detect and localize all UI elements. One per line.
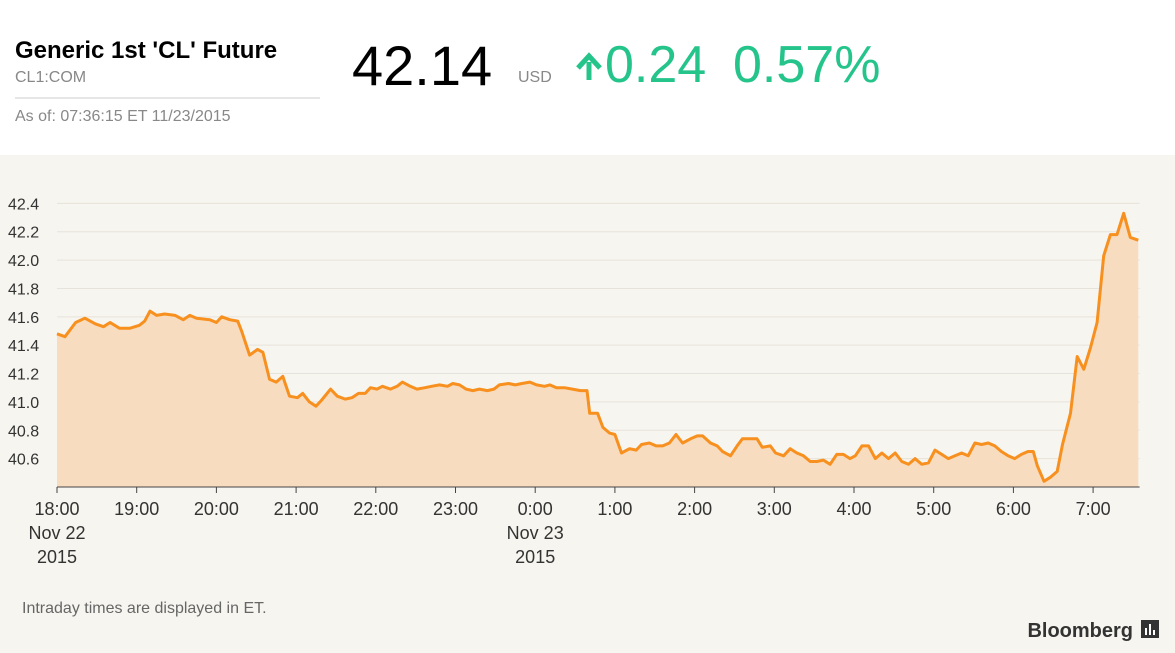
x-tick-label: 21:00 (274, 499, 319, 519)
ticker: CL1:COM (15, 69, 86, 86)
change-percent: 0.57% (733, 36, 880, 94)
y-tick-label: 41.4 (8, 338, 39, 355)
y-tick-label: 41.8 (8, 281, 39, 298)
x-tick-label: 6:00 (996, 499, 1031, 519)
price: 42.14 (352, 34, 492, 97)
note: Intraday times are displayed in ET. (22, 600, 267, 617)
x-tick-label: 19:00 (114, 499, 159, 519)
y-tick-label: 42.4 (8, 196, 39, 213)
x-date-label: 2015 (37, 547, 77, 567)
change: 0.24 (605, 36, 706, 94)
x-tick-label: 0:00 (518, 499, 553, 519)
y-tick-label: 42.0 (8, 253, 39, 270)
y-tick-label: 40.8 (8, 423, 39, 440)
area-fill (57, 213, 1139, 488)
y-tick-label: 41.6 (8, 310, 39, 327)
up-arrow (576, 52, 602, 80)
x-date-label: Nov 22 (28, 523, 85, 543)
x-tick-label: 2:00 (677, 499, 712, 519)
y-tick-label: 40.6 (8, 452, 39, 469)
x-tick-label: 22:00 (353, 499, 398, 519)
x-tick-label: 7:00 (1076, 499, 1111, 519)
x-tick-label: 4:00 (836, 499, 871, 519)
logo-icon (1141, 620, 1159, 638)
x-date-label: Nov 23 (507, 523, 564, 543)
x-tick-label: 1:00 (597, 499, 632, 519)
price-line (56, 211, 1139, 483)
title: Generic 1st 'CL' Future (15, 37, 277, 64)
y-tick-label: 42.2 (8, 225, 39, 242)
y-tick-label: 41.2 (8, 367, 39, 384)
x-tick-label: 3:00 (757, 499, 792, 519)
source: Bloomberg (1027, 620, 1133, 642)
x-tick-label: 20:00 (194, 499, 239, 519)
x-date-label: 2015 (515, 547, 555, 567)
y-tick-label: 41.0 (8, 395, 39, 412)
as-of: As of: 07:36:15 ET 11/23/2015 (15, 108, 231, 125)
x-tick-label: 18:00 (34, 499, 79, 519)
x-tick-label: 5:00 (916, 499, 951, 519)
currency: USD (518, 69, 552, 86)
x-tick-label: 23:00 (433, 499, 478, 519)
